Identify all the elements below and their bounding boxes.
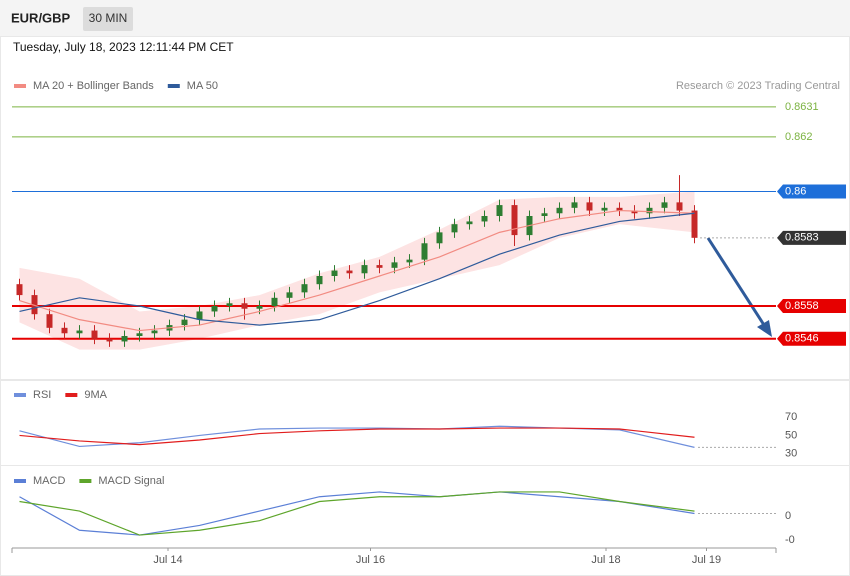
candle-body <box>661 202 668 208</box>
forecast-arrow <box>706 237 766 326</box>
candle-body <box>556 207 563 214</box>
header-bar <box>0 0 850 36</box>
legend-swatch <box>14 84 26 88</box>
bollinger-band <box>19 191 695 350</box>
price-tag <box>777 299 846 313</box>
candle-body <box>226 303 233 306</box>
candle-body <box>16 284 23 296</box>
forecast-arrowhead <box>757 320 772 337</box>
candle-body <box>271 297 278 306</box>
series-line <box>19 491 695 536</box>
candle-body <box>136 333 143 336</box>
candle-body <box>511 205 518 236</box>
price-label: 0.8558 <box>785 300 819 312</box>
price-label: 0.86 <box>785 185 806 197</box>
candle-body <box>646 207 653 214</box>
candle-body <box>316 276 323 285</box>
series-line <box>19 427 695 446</box>
legend-label: RSI <box>33 389 51 401</box>
x-tick-label: Jul 18 <box>591 554 620 566</box>
y-tick-label: 0 <box>785 510 791 522</box>
series-line <box>19 212 695 326</box>
candle-body <box>256 306 263 309</box>
candle-body <box>421 243 428 260</box>
symbol: EUR/GBP <box>11 10 71 25</box>
candle-body <box>76 330 83 334</box>
price-label: 0.8631 <box>785 101 819 113</box>
candle-body <box>31 295 38 315</box>
candle-body <box>361 265 368 274</box>
legend-swatch <box>14 479 26 483</box>
candle-body <box>406 259 413 263</box>
legend-label: MACD Signal <box>98 475 164 487</box>
legend-swatch <box>79 479 92 483</box>
candle-body <box>106 338 113 342</box>
candle-body <box>466 221 473 225</box>
legend-swatch <box>14 393 26 397</box>
y-tick-label: -0 <box>785 534 795 546</box>
candle-body <box>691 210 698 238</box>
source: Research © 2023 Trading Central <box>676 80 840 92</box>
candle-body <box>61 327 68 334</box>
y-tick-label: 50 <box>785 429 797 441</box>
candle-body <box>211 306 218 312</box>
candle-body <box>586 202 593 211</box>
x-tick-label: Jul 19 <box>692 554 721 566</box>
price-tag <box>777 184 846 199</box>
legend-swatch <box>65 393 78 397</box>
legend-label: MA 20 + Bollinger Bands <box>33 80 154 92</box>
candle-body <box>496 205 503 216</box>
y-tick-label: 70 <box>785 411 797 423</box>
candle-body <box>286 292 293 298</box>
candle-body <box>631 210 638 214</box>
legend-swatch <box>167 84 180 88</box>
candle-body <box>91 330 98 339</box>
price-tag <box>777 230 846 245</box>
x-tick-label: Jul 14 <box>153 554 182 566</box>
candle-body <box>46 314 53 328</box>
candle-body <box>601 207 608 211</box>
candle-body <box>676 202 683 211</box>
candle-body <box>346 270 353 274</box>
candle-body <box>571 202 578 208</box>
series-line <box>19 209 695 332</box>
candle-body <box>241 303 248 309</box>
candle-body <box>436 232 443 244</box>
candle-body <box>541 213 548 216</box>
legend-label: 9MA <box>84 389 107 401</box>
legend-label: MACD <box>33 475 65 487</box>
candle-body <box>151 330 158 334</box>
candle-body <box>451 224 458 233</box>
candle-body <box>616 207 623 211</box>
price-label: 0.862 <box>785 131 813 143</box>
timestamp: Tuesday, July 18, 2023 12:11:44 PM CET <box>13 40 234 54</box>
candle-body <box>481 216 488 222</box>
price-label: 0.8583 <box>785 232 819 244</box>
candle-body <box>301 284 308 293</box>
rsi-pane <box>0 380 850 466</box>
interval-badge[interactable] <box>83 7 133 31</box>
x-tick-label: Jul 16 <box>356 554 385 566</box>
price-label: 0.8546 <box>785 333 819 345</box>
series-line <box>19 491 695 536</box>
candle-body <box>121 336 128 342</box>
candle-body <box>181 319 188 326</box>
candle-body <box>196 311 203 320</box>
interval[interactable]: 30 MIN <box>89 11 128 25</box>
candle-body <box>331 270 338 276</box>
y-tick-label: 30 <box>785 448 797 460</box>
candle-body <box>391 262 398 268</box>
price-tag <box>777 331 846 346</box>
candle-body <box>376 265 383 268</box>
legend-label: MA 50 <box>187 80 218 92</box>
